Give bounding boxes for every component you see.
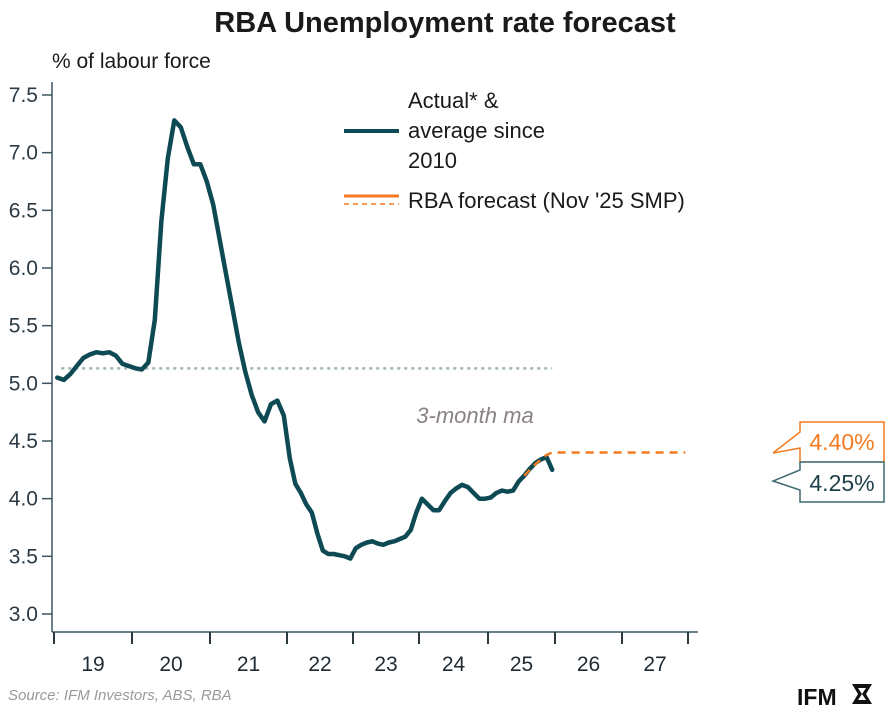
end-labels: 4.40% 4.25% [770,421,885,503]
svg-text:IFM: IFM [797,684,837,710]
x-tick-label: 19 [81,653,104,676]
legend: Actual* & average since 2010 RBA forecast (… [344,88,685,213]
forecast-label-box [772,421,885,463]
forecast-series-line [523,451,686,477]
legend-label-actual: average since [408,118,545,143]
y-tick-label: 4.0 [9,488,38,511]
x-tick-label: 20 [159,653,182,676]
y-axis-label: % of labour force [52,50,211,73]
x-tick-label: 24 [442,653,466,676]
legend-label-forecast: RBA forecast (Nov '25 SMP) [408,188,685,213]
plot-area [55,118,686,561]
y-tick-label: 3.0 [9,603,38,626]
y-tick-label: 3.5 [9,545,38,568]
y-tick-label: 5.5 [9,315,38,338]
annotation-3-month-ma: 3-month ma [416,403,533,428]
x-tick-label: 26 [577,653,600,676]
source-note: Source: IFM Investors, ABS, RBA [8,687,232,704]
y-tick-label: 6.0 [9,257,38,280]
y-tick-label: 4.5 [9,430,38,453]
x-tick-label: 25 [510,653,533,676]
x-tick-label: 27 [643,653,666,676]
y-tick-label: 5.0 [9,372,38,395]
actual-label-box [770,461,885,503]
actual-series-line [55,118,555,561]
y-tick-label: 7.0 [9,142,38,165]
ifm-logo: IFM [797,684,872,710]
y-tick-label: 6.5 [9,199,38,222]
legend-label-actual: Actual* & [408,88,499,113]
forecast-end-label: 4.40% [809,429,874,455]
chart-title: RBA Unemployment rate forecast [214,7,676,39]
x-tick-label: 22 [308,653,331,676]
legend-label-actual: 2010 [408,148,457,173]
y-axis: 3.0 3.5 4.0 4.5 5.0 5.5 6.0 6.5 7.0 7.5 [9,82,53,632]
y-tick-label: 7.5 [9,84,38,107]
x-tick-label: 21 [237,653,260,676]
actual-end-label: 4.25% [809,470,874,496]
x-tick-label: 23 [374,653,397,676]
x-axis: 19 20 21 22 23 24 25 26 27 [52,631,698,676]
